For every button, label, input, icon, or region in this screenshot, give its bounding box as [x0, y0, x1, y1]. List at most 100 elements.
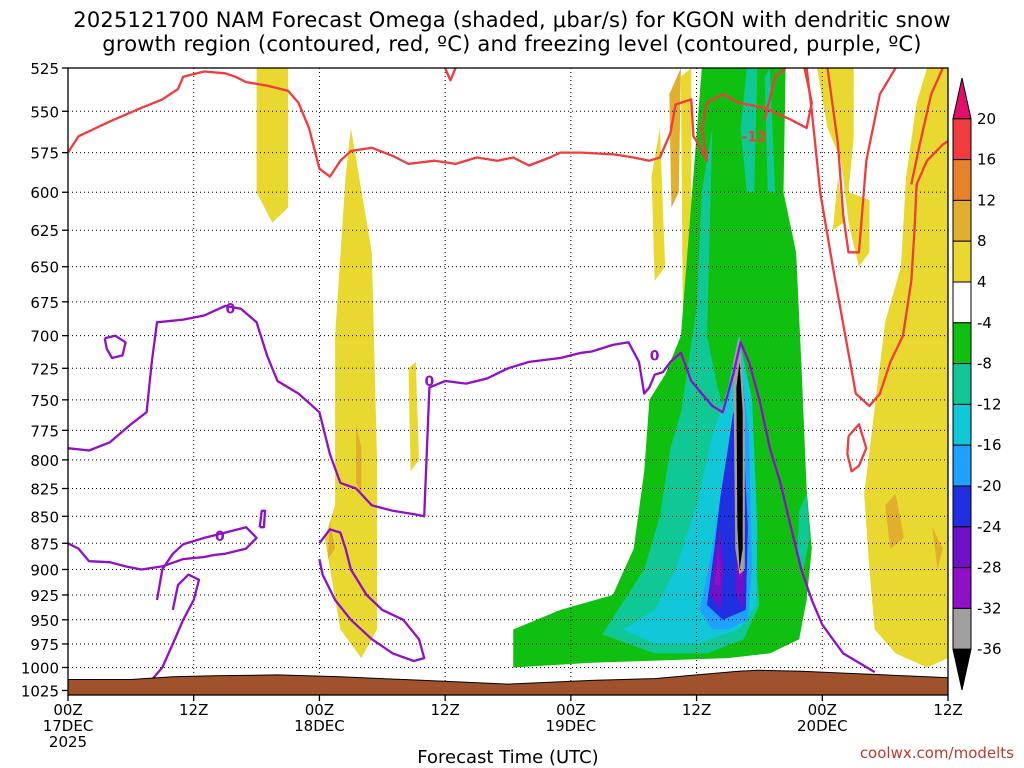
colorbar-swatch-7: [952, 363, 972, 405]
terrain-ground: [67, 669, 949, 696]
y-tick-label-875: 875: [30, 535, 59, 553]
omega-pos-4-8-area-0: [256, 68, 288, 223]
y-tick-label-925: 925: [30, 587, 59, 605]
colorbar-tick-13: -36: [977, 640, 1002, 658]
colorbar-tick-9: -20: [977, 477, 1002, 495]
omega-pos-4-8-area-1: [324, 128, 377, 659]
x-tick-label-72-1: 20DEC: [797, 717, 848, 735]
colorbar-tick-7: -12: [977, 395, 1002, 413]
contour-label-1: 0: [226, 302, 236, 318]
plot-frame: [67, 67, 949, 696]
colorbar-swatch-5: [952, 281, 972, 324]
y-tick-label-725: 725: [30, 360, 59, 378]
omega-neg-28-32-area-0: [714, 548, 721, 585]
colorbar-swatch-10: [952, 485, 972, 528]
colorbar-tick-5: -4: [977, 314, 992, 332]
dgz-right-2-contour: [910, 67, 944, 185]
dgz-loop-top-contour: [763, 67, 787, 120]
colorbar-top-arrow: [952, 77, 972, 120]
colorbar-swatch-6: [952, 322, 972, 365]
y-tick-label-525: 525: [30, 60, 59, 78]
contour-layer: -12 0 0 0 0: [67, 67, 949, 689]
colorbar-swatch-11: [952, 526, 972, 569]
dgz-upper-contour: [67, 67, 813, 178]
contour-label-4: 0: [215, 529, 225, 545]
colorbar-tick-10: -24: [977, 518, 1002, 536]
dgz-upper-2-contour: [444, 67, 457, 82]
omega-neg-8-12-area-3: [797, 494, 810, 570]
x-axis-label: Forecast Time (UTC): [417, 747, 598, 768]
omega-pos-4-8-area-6: [864, 68, 948, 668]
omega-shading-layer: [256, 68, 948, 668]
x-tick-label-72-0: 00Z: [808, 701, 837, 719]
y-axis: 525 550 575 600 625 650 675 700 725 750 775 800 825 8…: [21, 60, 68, 700]
y-tick-label-950: 950: [30, 612, 59, 630]
colorbar-tick-0: 20: [977, 110, 996, 128]
omega-neg-8-12-area-1: [740, 68, 758, 193]
y-tick-label-975: 975: [30, 636, 59, 654]
colorbar-swatch-13: [952, 607, 972, 650]
colorbar-tick-1: 16: [977, 151, 996, 169]
x-tick-label-0-2: 2025: [49, 733, 87, 751]
terrain-layer: [67, 669, 949, 696]
x-tick-label-60-0: 12Z: [682, 701, 711, 719]
y-tick-label-700: 700: [30, 328, 59, 346]
x-tick-label-84-0: 12Z: [933, 701, 962, 719]
colorbar-swatch-8: [952, 403, 972, 446]
y-tick-label-650: 650: [30, 259, 59, 277]
colorbar-bottom-arrow: [952, 648, 972, 691]
colorbar-tick-8: -16: [977, 436, 1002, 454]
omega-pos-8-12-area-4: [932, 527, 943, 570]
colorbar-tick-12: -32: [977, 599, 1002, 617]
colorbar-swatch-12: [952, 567, 972, 609]
colorbar-tick-4: 4: [977, 273, 987, 291]
title-line-1: 2025121700 NAM Forecast Omega (shaded, μ…: [73, 8, 951, 32]
frz-lower-3-contour: [258, 509, 267, 529]
contour-label-0: -12: [742, 129, 767, 145]
chart-title: 2025121700 NAM Forecast Omega (shaded, μ…: [0, 8, 1024, 56]
colorbar-swatch-3: [952, 199, 972, 242]
y-tick-label-900: 900: [30, 561, 59, 579]
y-tick-label-1025: 1025: [21, 682, 59, 700]
contour-label-2: 0: [425, 374, 435, 390]
credit-link[interactable]: coolwx.com/modelts: [859, 744, 1014, 762]
colorbar-tick-11: -28: [977, 559, 1002, 577]
frz-left-small-contour: [103, 334, 127, 360]
colorbar-swatch-1: [952, 118, 972, 161]
dgz-loop-low-contour: [846, 423, 868, 473]
y-tick-label-550: 550: [30, 103, 59, 121]
omega-pos-8-12-area-3: [885, 494, 904, 549]
x-tick-label-24-1: 18DEC: [294, 717, 345, 735]
x-tick-label-0-1: 17DEC: [43, 717, 94, 735]
x-tick-label-0-0: 00Z: [53, 701, 82, 719]
omega-pos-8-12-area-0: [356, 424, 362, 495]
omega-pos-4-8-area-7: [832, 176, 844, 231]
frz-lower-contour: [67, 526, 258, 601]
x-tick-label-48-1: 19DEC: [546, 717, 597, 735]
omega-neg-8-12-area-2: [764, 68, 776, 193]
y-tick-label-625: 625: [30, 222, 59, 240]
omega-pos-4-8-area-3: [651, 128, 666, 281]
y-tick-label-1000: 1000: [21, 659, 59, 677]
y-tick-label-600: 600: [30, 184, 59, 202]
y-tick-label-675: 675: [30, 294, 59, 312]
omega-neg-36-area-0: [736, 361, 743, 570]
x-tick-label-24-0: 00Z: [305, 701, 334, 719]
y-tick-label-850: 850: [30, 508, 59, 526]
omega-pos-4-8-area-2: [408, 361, 419, 472]
frz-loop-contour: [318, 528, 426, 663]
colorbar-swatch-9: [952, 444, 972, 487]
colorbar-tick-3: 8: [977, 232, 987, 250]
frz-lower-2-contour: [145, 573, 201, 687]
colorbar-tick-6: -8: [977, 355, 992, 373]
dgz-right-contour: [805, 67, 949, 408]
omega-pos-8-12-area-2: [669, 68, 681, 208]
y-tick-label-775: 775: [30, 422, 59, 440]
colorbar: 20 16 12 8 4 -4 -8 -12 -16 -20 -24 -28 -32 -36: [952, 77, 1002, 691]
frz-main-contour: [67, 304, 876, 674]
colorbar-swatch-4: [952, 240, 972, 283]
x-tick-label-36-0: 12Z: [430, 701, 459, 719]
x-tick-label-12-0: 12Z: [179, 701, 208, 719]
